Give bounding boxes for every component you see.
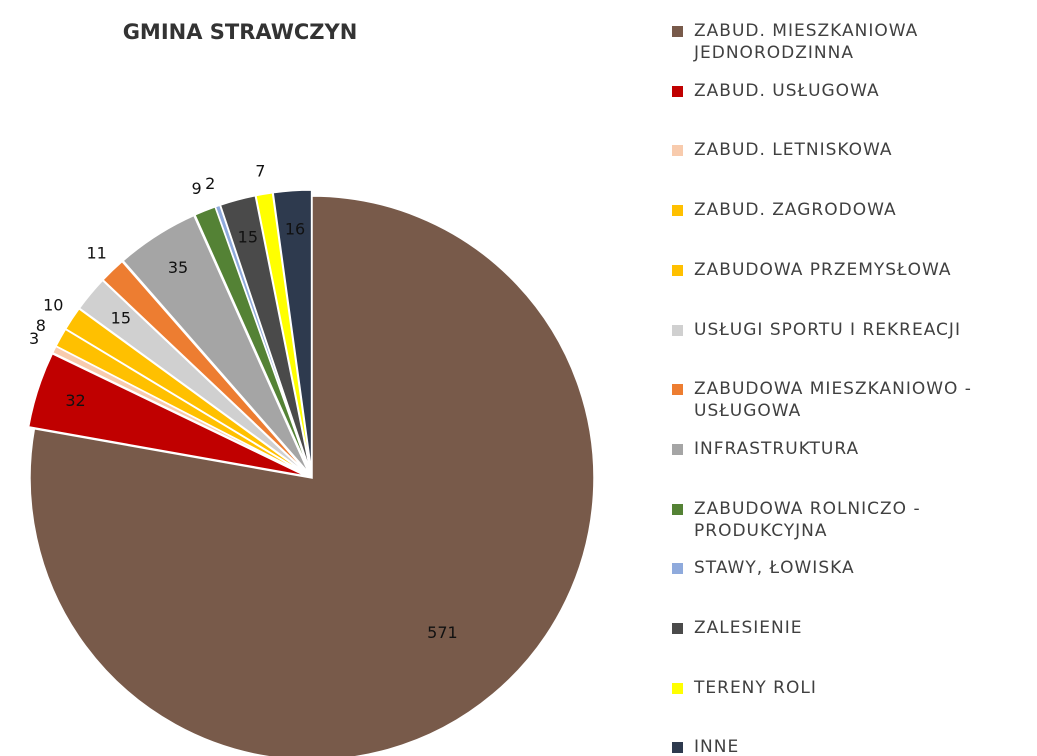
legend-swatch	[672, 26, 683, 37]
pie-slice	[27, 352, 307, 477]
legend-label: ZABUD. LETNISKOWA	[694, 140, 893, 161]
legend-entry: ZALESIENIE	[672, 617, 1012, 639]
legend-entry: ZABUDOWA MIESZKANIOWO - USŁUGOWA	[672, 378, 1012, 422]
data-label: 2	[205, 174, 215, 193]
legend-entry: USŁUGI SPORTU I REKREACJI	[672, 319, 1012, 341]
pie-slice	[29, 195, 595, 756]
data-label: 10	[43, 296, 63, 315]
legend-entry: ZABUD. MIESZKANIOWA JEDNORODZINNA	[672, 20, 1012, 64]
legend-entry: ZABUD. ZAGRODOWA	[672, 199, 1012, 221]
legend-swatch	[672, 623, 683, 634]
legend-label: INFRASTRUKTURA	[694, 438, 860, 459]
legend-swatch	[672, 324, 683, 336]
legend-entry: ZABUD. USŁUGOWA	[672, 80, 1012, 102]
data-label: 7	[255, 161, 265, 180]
legend-entry: ZABUDOWA PRZEMYSŁOWA	[672, 259, 1012, 281]
data-label: 15	[238, 227, 258, 246]
data-label: 32	[65, 391, 85, 410]
legend-swatch	[672, 503, 683, 515]
data-label: 8	[36, 316, 46, 335]
legend-label: ZABUD. USŁUGOWA	[694, 80, 880, 101]
legend-entry: ZABUDOWA ROLNICZO - PRODUKCYJNA	[672, 498, 1012, 542]
legend-label: INNE	[694, 737, 740, 756]
legend-swatch	[672, 443, 683, 455]
legend-label: ZABUDOWA PRZEMYSŁOWA	[694, 259, 952, 280]
legend-swatch	[672, 682, 683, 694]
legend-entry: ZABUD. LETNISKOWA	[672, 139, 1012, 161]
legend-swatch	[672, 742, 683, 754]
legend-swatch	[672, 384, 683, 396]
legend-label: ZALESIENIE	[694, 618, 803, 638]
data-label: 3	[29, 329, 39, 348]
legend-label: ZABUD. MIESZKANIOWA JEDNORODZINNA	[694, 21, 919, 63]
legend-label: STAWY, ŁOWISKA	[694, 558, 855, 579]
legend-swatch	[672, 264, 683, 276]
legend-swatch	[672, 205, 683, 217]
pie-slice	[272, 189, 313, 473]
legend-label: ZABUDOWA ROLNICZO - PRODUKCYJNA	[694, 498, 921, 541]
pie-slice	[121, 214, 310, 474]
legend-entry: INFRASTRUKTURA	[672, 438, 1012, 460]
legend-label: TERENY ROLI	[694, 677, 817, 698]
legend-entry: STAWY, ŁOWISKA	[672, 557, 1012, 579]
legend-label: ZABUDOWA MIESZKANIOWO - USŁUGOWA	[694, 379, 972, 422]
data-label: 16	[285, 220, 305, 239]
legend-label: ZABUD. ZAGRODOWA	[694, 200, 897, 221]
legend-label: USŁUGI SPORTU I REKREACJI	[694, 319, 961, 340]
data-label: 15	[111, 309, 131, 328]
legend-entry: TERENY ROLI	[672, 677, 1012, 699]
data-label: 35	[168, 258, 188, 277]
pie-slice	[101, 260, 309, 475]
chart-title: GMINA STRAWCZYN	[123, 20, 358, 44]
legend-swatch	[672, 85, 683, 97]
data-label: 571	[427, 623, 458, 642]
legend-swatch	[672, 563, 683, 575]
legend-swatch	[672, 145, 683, 157]
legend-entry: INNE	[672, 736, 1012, 756]
data-label: 11	[86, 244, 106, 263]
data-label: 9	[191, 179, 201, 198]
